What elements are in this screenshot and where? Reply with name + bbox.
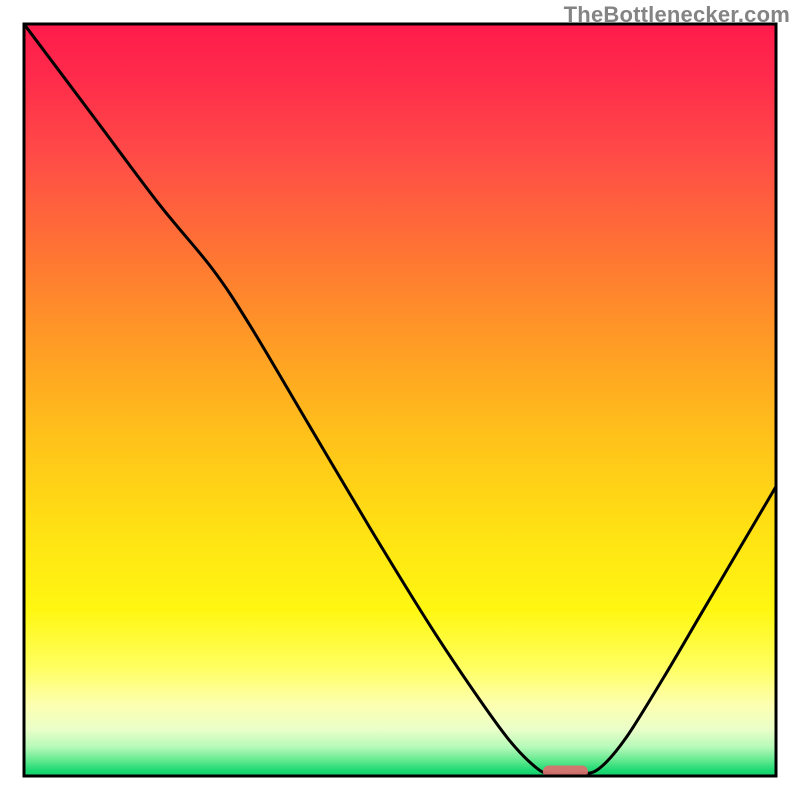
chart-container: TheBottlenecker.com <box>0 0 800 800</box>
attribution-text: TheBottlenecker.com <box>564 2 790 28</box>
bottleneck-chart <box>0 0 800 800</box>
gradient-background <box>24 24 776 776</box>
